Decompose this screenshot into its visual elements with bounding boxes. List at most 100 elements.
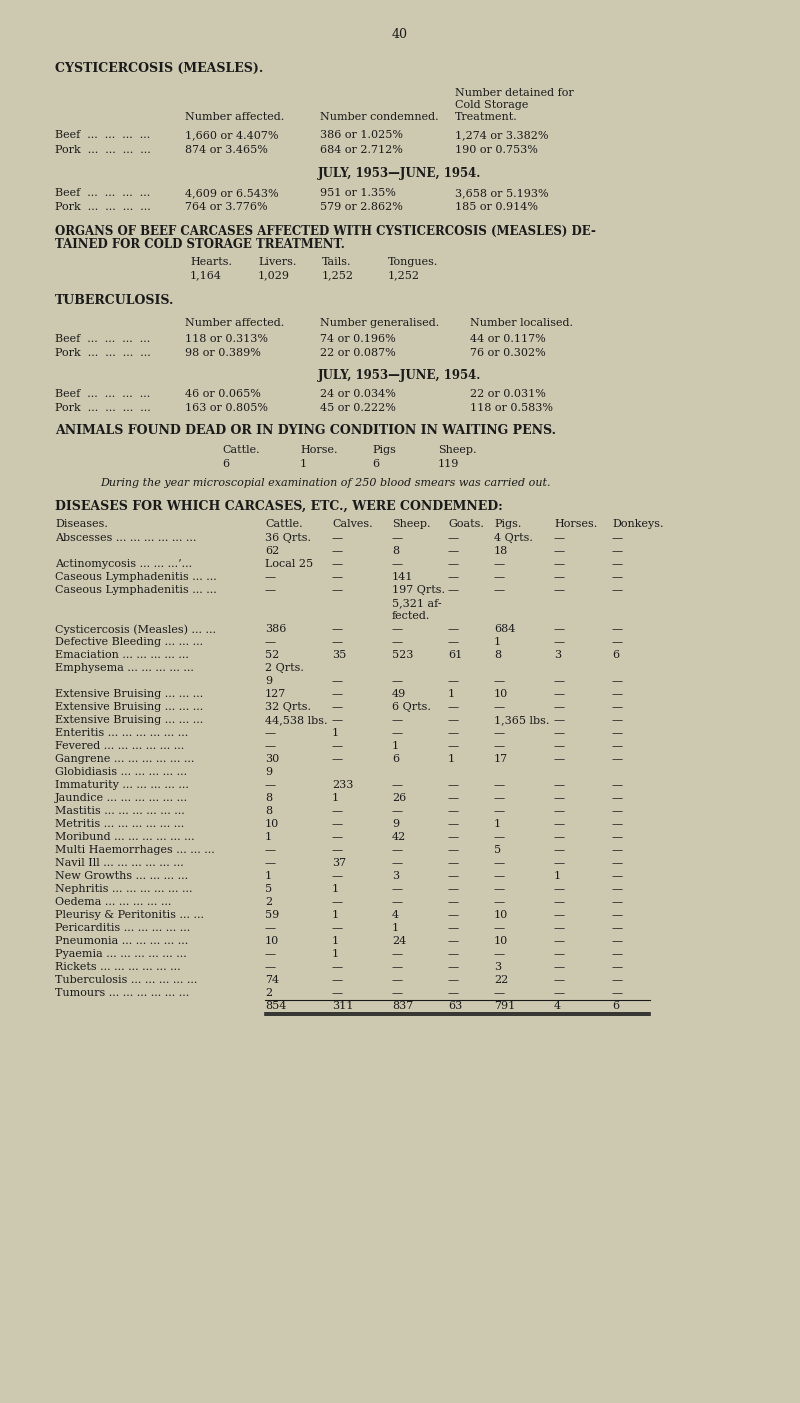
Text: —: —	[554, 859, 565, 868]
Text: Emphysema ... ... ... ... ...: Emphysema ... ... ... ... ...	[55, 664, 194, 673]
Text: —: —	[448, 845, 459, 854]
Text: Cattle.: Cattle.	[265, 519, 302, 529]
Text: —: —	[448, 637, 459, 647]
Text: 22 or 0.031%: 22 or 0.031%	[470, 389, 546, 398]
Text: 1: 1	[494, 637, 501, 647]
Text: —: —	[554, 897, 565, 906]
Text: —: —	[554, 572, 565, 582]
Text: ANIMALS FOUND DEAD OR IN DYING CONDITION IN WAITING PENS.: ANIMALS FOUND DEAD OR IN DYING CONDITION…	[55, 424, 556, 436]
Text: —: —	[612, 546, 623, 556]
Text: DISEASES FOR WHICH CARCASES, ETC., WERE CONDEMNED:: DISEASES FOR WHICH CARCASES, ETC., WERE …	[55, 499, 502, 513]
Text: —: —	[494, 793, 505, 803]
Text: ORGANS OF BEEF CARCASES AFFECTED WITH CYSTICERCOSIS (MEASLES) DE-: ORGANS OF BEEF CARCASES AFFECTED WITH CY…	[55, 224, 596, 239]
Text: Horse.: Horse.	[300, 445, 338, 455]
Text: 26: 26	[392, 793, 406, 803]
Text: 4: 4	[392, 911, 399, 920]
Text: Treatment.: Treatment.	[455, 112, 518, 122]
Text: 874 or 3.465%: 874 or 3.465%	[185, 145, 268, 154]
Text: —: —	[332, 689, 343, 699]
Text: 22: 22	[494, 975, 508, 985]
Text: 163 or 0.805%: 163 or 0.805%	[185, 403, 268, 412]
Text: —: —	[448, 676, 459, 686]
Text: —: —	[392, 845, 403, 854]
Text: —: —	[612, 637, 623, 647]
Text: Oedema ... ... ... ... ...: Oedema ... ... ... ... ...	[55, 897, 171, 906]
Text: 6 Qrts.: 6 Qrts.	[392, 702, 431, 711]
Text: Defective Bleeding ... ... ...: Defective Bleeding ... ... ...	[55, 637, 203, 647]
Text: 4,609 or 6.543%: 4,609 or 6.543%	[185, 188, 278, 198]
Text: Tails.: Tails.	[322, 257, 351, 267]
Text: Extensive Bruising ... ... ...: Extensive Bruising ... ... ...	[55, 689, 203, 699]
Text: —: —	[265, 572, 276, 582]
Text: 1: 1	[332, 884, 339, 894]
Text: 18: 18	[494, 546, 508, 556]
Text: —: —	[494, 572, 505, 582]
Text: —: —	[332, 637, 343, 647]
Text: —: —	[494, 859, 505, 868]
Text: —: —	[612, 624, 623, 634]
Text: —: —	[612, 585, 623, 595]
Text: 1: 1	[332, 728, 339, 738]
Text: —: —	[448, 962, 459, 972]
Text: —: —	[392, 780, 403, 790]
Text: —: —	[612, 859, 623, 868]
Text: 5: 5	[265, 884, 272, 894]
Text: —: —	[392, 637, 403, 647]
Text: Pork  ...  ...  ...  ...: Pork ... ... ... ...	[55, 202, 150, 212]
Text: 49: 49	[392, 689, 406, 699]
Text: New Growths ... ... ... ...: New Growths ... ... ... ...	[55, 871, 188, 881]
Text: —: —	[612, 897, 623, 906]
Text: —: —	[554, 702, 565, 711]
Text: —: —	[448, 546, 459, 556]
Text: —: —	[494, 585, 505, 595]
Text: —: —	[494, 871, 505, 881]
Text: 22 or 0.087%: 22 or 0.087%	[320, 348, 396, 358]
Text: —: —	[392, 897, 403, 906]
Text: 1: 1	[265, 871, 272, 881]
Text: 386 or 1.025%: 386 or 1.025%	[320, 130, 403, 140]
Text: Tongues.: Tongues.	[388, 257, 438, 267]
Text: Diseases.: Diseases.	[55, 519, 108, 529]
Text: —: —	[392, 948, 403, 960]
Text: —: —	[448, 624, 459, 634]
Text: Beef  ...  ...  ...  ...: Beef ... ... ... ...	[55, 188, 150, 198]
Text: —: —	[265, 859, 276, 868]
Text: —: —	[332, 558, 343, 570]
Text: Number localised.: Number localised.	[470, 318, 573, 328]
Text: —: —	[554, 741, 565, 751]
Text: 35: 35	[332, 650, 346, 659]
Text: —: —	[612, 884, 623, 894]
Text: Metritis ... ... ... ... ... ...: Metritis ... ... ... ... ... ...	[55, 819, 184, 829]
Text: 579 or 2.862%: 579 or 2.862%	[320, 202, 403, 212]
Text: 523: 523	[392, 650, 414, 659]
Text: —: —	[392, 676, 403, 686]
Text: 1: 1	[332, 911, 339, 920]
Text: —: —	[612, 936, 623, 946]
Text: 98 or 0.389%: 98 or 0.389%	[185, 348, 261, 358]
Text: CYSTICERCOSIS (MEASLES).: CYSTICERCOSIS (MEASLES).	[55, 62, 263, 74]
Text: —: —	[554, 753, 565, 765]
Text: 62: 62	[265, 546, 279, 556]
Text: —: —	[612, 533, 623, 543]
Text: Number affected.: Number affected.	[185, 112, 284, 122]
Text: Pork  ...  ...  ...  ...: Pork ... ... ... ...	[55, 145, 150, 154]
Text: —: —	[612, 572, 623, 582]
Text: —: —	[554, 793, 565, 803]
Text: —: —	[612, 832, 623, 842]
Text: —: —	[448, 780, 459, 790]
Text: —: —	[554, 911, 565, 920]
Text: —: —	[494, 676, 505, 686]
Text: 37: 37	[332, 859, 346, 868]
Text: 119: 119	[438, 459, 459, 469]
Text: 837: 837	[392, 1000, 414, 1012]
Text: 141: 141	[392, 572, 414, 582]
Text: 8: 8	[265, 793, 272, 803]
Text: 61: 61	[448, 650, 462, 659]
Text: —: —	[554, 624, 565, 634]
Text: 1: 1	[332, 948, 339, 960]
Text: —: —	[332, 897, 343, 906]
Text: —: —	[392, 624, 403, 634]
Text: —: —	[494, 558, 505, 570]
Text: —: —	[612, 962, 623, 972]
Text: Pneumonia ... ... ... ... ...: Pneumonia ... ... ... ... ...	[55, 936, 188, 946]
